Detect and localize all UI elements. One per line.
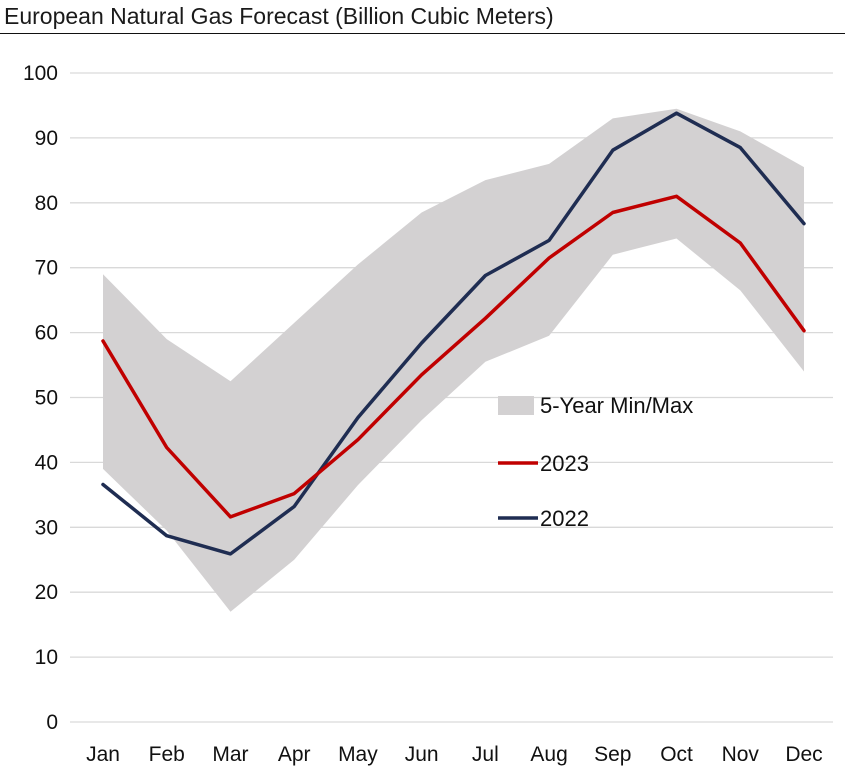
x-tick-label: Apr <box>278 743 311 766</box>
legend-label-2022: 2022 <box>540 506 589 531</box>
series-lines-layer <box>101 111 806 556</box>
y-tick-label: 50 <box>35 387 58 410</box>
x-axis-tick-labels: Jan Feb Mar Apr May Jun Jul Aug Sep Oct Nov Dec <box>86 743 823 766</box>
legend-label-band: 5-Year Min/Max <box>540 393 693 418</box>
y-tick-label: 0 <box>46 711 58 734</box>
x-tick-label: Jan <box>86 743 120 766</box>
gridlines <box>70 72 833 723</box>
x-tick-label: Feb <box>149 743 185 766</box>
legend-swatch-band <box>498 396 534 415</box>
chart-title: European Natural Gas Forecast (Billion C… <box>4 3 554 29</box>
x-tick-label: May <box>338 743 378 766</box>
x-tick-label: Jun <box>405 743 439 766</box>
y-axis-tick-labels: 0 10 20 30 40 50 60 70 80 90 100 <box>23 62 58 734</box>
x-tick-label: Dec <box>785 743 822 766</box>
y-tick-label: 40 <box>35 451 58 474</box>
min-max-band-layer <box>103 108 804 612</box>
x-tick-label: Nov <box>722 743 760 766</box>
y-tick-label: 10 <box>35 646 58 669</box>
series-line-2023 <box>101 194 806 519</box>
x-tick-label: Mar <box>212 743 248 766</box>
legend-label-2023: 2023 <box>540 451 589 476</box>
y-tick-label: 20 <box>35 581 58 604</box>
x-tick-label: Jul <box>472 743 499 766</box>
title-divider <box>0 33 845 34</box>
x-tick-label: Aug <box>530 743 567 766</box>
series-line-2022 <box>101 111 806 556</box>
x-tick-label: Sep <box>594 743 631 766</box>
y-tick-label: 30 <box>35 516 58 539</box>
legend: 5-Year Min/Max 2023 2022 <box>498 393 693 531</box>
min-max-band <box>103 108 804 612</box>
x-tick-label: Oct <box>660 743 693 766</box>
y-tick-label: 70 <box>35 257 58 280</box>
y-tick-label: 90 <box>35 127 58 150</box>
y-tick-label: 80 <box>35 192 58 215</box>
y-tick-label: 60 <box>35 322 58 345</box>
y-tick-label: 100 <box>23 62 58 85</box>
